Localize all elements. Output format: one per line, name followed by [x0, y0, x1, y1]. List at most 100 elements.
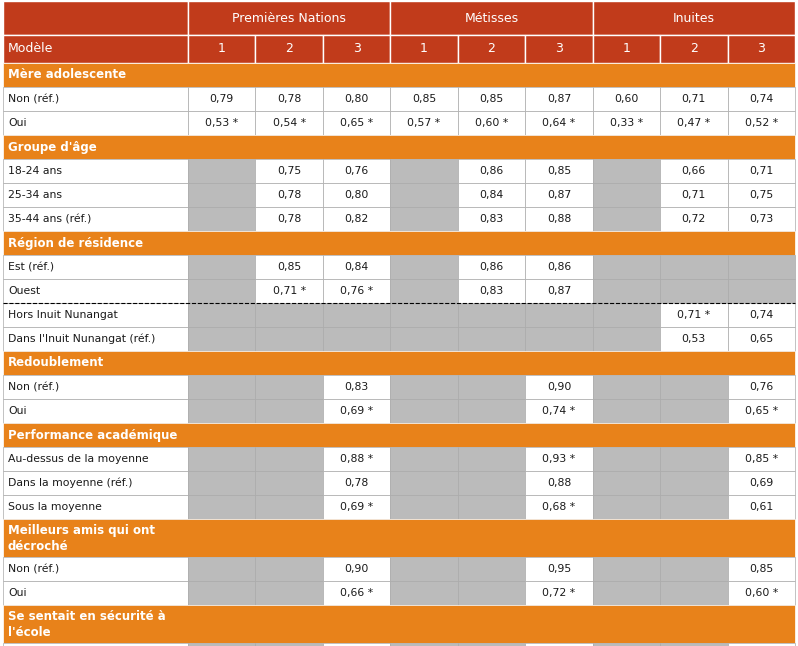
Bar: [3, 327, 188, 351]
Text: 0,33 *: 0,33 *: [610, 118, 643, 128]
Bar: [660, 255, 728, 279]
Bar: [525, 279, 593, 303]
Bar: [593, 111, 660, 135]
Text: 0,64 *: 0,64 *: [543, 118, 575, 128]
Text: 0,71: 0,71: [681, 94, 706, 104]
Bar: [593, 471, 660, 495]
Bar: [323, 375, 390, 399]
Text: 0,83: 0,83: [480, 214, 504, 224]
Bar: [660, 447, 728, 471]
Bar: [458, 447, 525, 471]
Bar: [323, 207, 390, 231]
Text: 2: 2: [285, 43, 293, 56]
Text: 0,79: 0,79: [210, 94, 234, 104]
Bar: [3, 111, 188, 135]
Bar: [188, 111, 255, 135]
Bar: [525, 643, 593, 646]
Bar: [188, 399, 255, 423]
Bar: [255, 471, 323, 495]
Bar: [458, 399, 525, 423]
Bar: [728, 87, 795, 111]
Bar: [188, 303, 255, 327]
Bar: [3, 303, 188, 327]
Text: 0,93 *: 0,93 *: [543, 454, 575, 464]
Text: 0,53 *: 0,53 *: [205, 118, 239, 128]
Bar: [188, 255, 255, 279]
Text: 0,78: 0,78: [345, 478, 369, 488]
Bar: [660, 183, 728, 207]
Text: 0,75: 0,75: [277, 166, 302, 176]
Bar: [458, 471, 525, 495]
Text: Oui: Oui: [8, 118, 26, 128]
Text: Dans l'Inuit Nunangat (réf.): Dans l'Inuit Nunangat (réf.): [8, 334, 156, 344]
Bar: [525, 471, 593, 495]
Bar: [525, 447, 593, 471]
Bar: [458, 207, 525, 231]
Text: 0,85: 0,85: [749, 564, 773, 574]
Text: 0,66: 0,66: [681, 166, 706, 176]
Bar: [525, 495, 593, 519]
Bar: [525, 399, 593, 423]
Text: 1: 1: [622, 43, 630, 56]
Text: 18-24 ans: 18-24 ans: [8, 166, 62, 176]
Text: Non (réf.): Non (réf.): [8, 564, 59, 574]
Bar: [255, 327, 323, 351]
Text: 0,74: 0,74: [749, 310, 773, 320]
Bar: [660, 327, 728, 351]
Text: 0,85: 0,85: [277, 262, 302, 272]
Text: 0,66 *: 0,66 *: [340, 588, 373, 598]
Bar: [3, 207, 188, 231]
Text: 3: 3: [353, 43, 361, 56]
Bar: [188, 183, 255, 207]
Bar: [660, 495, 728, 519]
Text: 0,84: 0,84: [480, 190, 504, 200]
Bar: [728, 327, 795, 351]
Bar: [525, 255, 593, 279]
Text: 0,87: 0,87: [547, 190, 571, 200]
Bar: [525, 87, 593, 111]
Text: 0,73: 0,73: [749, 214, 773, 224]
Bar: [593, 35, 660, 63]
Bar: [458, 303, 525, 327]
Text: Oui: Oui: [8, 406, 26, 416]
Text: 0,71 *: 0,71 *: [678, 310, 710, 320]
Text: 0,90: 0,90: [547, 382, 571, 392]
Bar: [323, 279, 390, 303]
Text: 0,71 *: 0,71 *: [273, 286, 306, 296]
Bar: [525, 581, 593, 605]
Bar: [255, 399, 323, 423]
Text: 0,65: 0,65: [749, 334, 773, 344]
Bar: [593, 87, 660, 111]
Bar: [728, 643, 795, 646]
Bar: [323, 183, 390, 207]
Bar: [525, 303, 593, 327]
Bar: [660, 581, 728, 605]
Text: 0,65 *: 0,65 *: [340, 118, 373, 128]
Bar: [458, 159, 525, 183]
Text: Premières Nations: Premières Nations: [232, 12, 346, 25]
Text: 0,68 *: 0,68 *: [543, 502, 575, 512]
Bar: [525, 111, 593, 135]
Bar: [660, 159, 728, 183]
Bar: [525, 35, 593, 63]
Text: Non (réf.): Non (réf.): [8, 382, 59, 392]
Text: 2: 2: [488, 43, 496, 56]
Bar: [660, 111, 728, 135]
Text: Oui: Oui: [8, 588, 26, 598]
Bar: [660, 375, 728, 399]
Bar: [188, 327, 255, 351]
Bar: [188, 279, 255, 303]
Bar: [593, 279, 660, 303]
Bar: [255, 495, 323, 519]
Text: 0,60 *: 0,60 *: [745, 588, 778, 598]
Bar: [3, 581, 188, 605]
Text: Non (réf.): Non (réf.): [8, 94, 59, 104]
Text: Mère adolescente: Mère adolescente: [8, 68, 126, 81]
Bar: [188, 495, 255, 519]
Bar: [3, 1, 188, 35]
Bar: [390, 279, 458, 303]
Text: 1: 1: [218, 43, 226, 56]
Text: Au-dessus de la moyenne: Au-dessus de la moyenne: [8, 454, 148, 464]
Bar: [390, 495, 458, 519]
Bar: [323, 159, 390, 183]
